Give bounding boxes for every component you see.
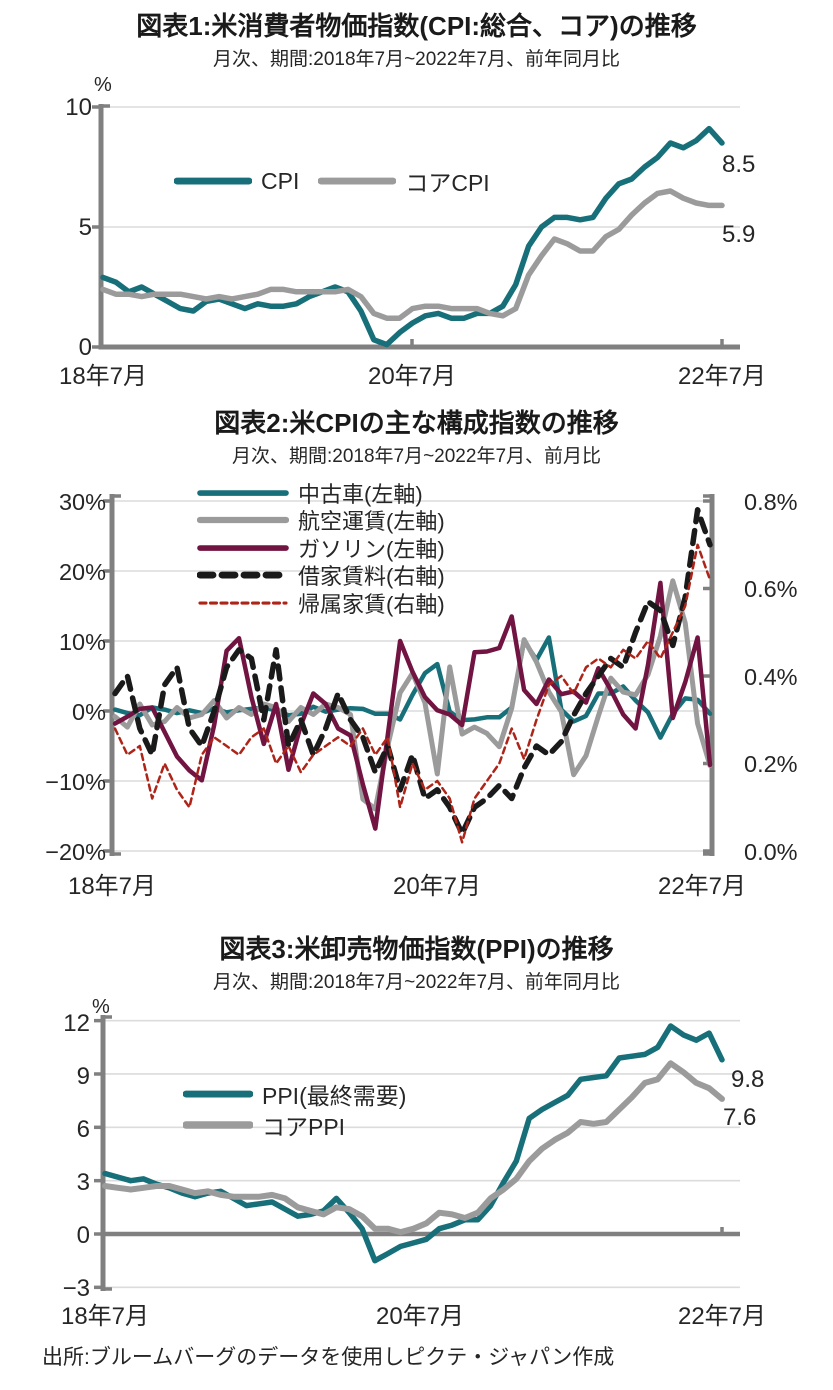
figure3-legend: PPI(最終需要) コアPPI [183, 1078, 406, 1140]
figure2-right-tick-label: 0.0% [744, 839, 798, 865]
figure2-x-tick-label: 18年7月 [67, 873, 157, 900]
figure1-end-label-cpi: 8.5 [722, 151, 756, 178]
figure2-x-tick-label: 22年7月 [657, 873, 747, 900]
figure2-legend-item-airfare: 航空運賃(左軸) [197, 507, 445, 535]
figure1-y-tick-label: 5 [78, 214, 92, 241]
figure2-left-tick-label: −20% [45, 839, 106, 865]
legend-label-used-cars: 中古車(左軸) [298, 481, 423, 507]
figure3-title: 図表3:米卸売物価指数(PPI)の推移 [219, 934, 614, 964]
figure3-legend-item-ppi: PPI(最終需要) [183, 1078, 406, 1109]
figure2-right-tick-label: 0.4% [744, 664, 798, 690]
figure2-legend: 中古車(左軸) 航空運賃(左軸) ガソリン(左軸) 借家賃料(右軸) 帰属家賃(… [197, 479, 445, 617]
legend-swatch-cpi [174, 177, 252, 185]
figure2-left-tick-label: 30% [58, 489, 106, 515]
figure3-y-tick-label: 6 [76, 1116, 90, 1143]
figure1-y-tick-label: 0 [78, 334, 92, 361]
figure2-right-tick-label: 0.2% [744, 751, 798, 777]
figure3-end-label-core-ppi: 7.6 [723, 1104, 757, 1131]
figure2-legend-item-gasoline: ガソリン(左軸) [197, 534, 445, 562]
figure1-y-tick-label: 10 [65, 94, 92, 121]
figure2-legend-item-owners-equivalent-rent: 帰属家賃(右軸) [197, 589, 445, 617]
legend-label-core-ppi: コアPPI [262, 1113, 346, 1140]
figure1-title: 図表1:米消費者物価指数(CPI:総合、コア)の推移 [136, 11, 697, 41]
legend-label-cpi: CPI [261, 167, 300, 194]
figure2-x-tick-label: 20年7月 [392, 873, 482, 900]
figure2-subtitle: 月次、期間:2018年7月~2022年7月、前月比 [231, 446, 602, 467]
figure1-subtitle: 月次、期間:2018年7月~2022年7月、前年同月比 [212, 49, 621, 70]
figure1-y-axis-unit: % [94, 74, 112, 96]
figure3-y-tick-label: 9 [76, 1063, 90, 1090]
legend-label-gasoline: ガソリン(左軸) [298, 536, 445, 562]
legend-swatch-owners-equivalent-rent [198, 601, 288, 605]
figure3-subtitle: 月次、期間:2018年7月~2022年7月、前年同月比 [212, 972, 621, 993]
figure3-y-axis-unit: % [92, 996, 110, 1018]
legend-swatch-ppi [183, 1090, 253, 1097]
figure2-left-tick-label: 20% [58, 559, 106, 585]
figure3-y-tick-label: 12 [63, 1010, 90, 1037]
figure2-right-tick-label: 0.8% [744, 489, 798, 515]
figure3-x-tick-label: 18年7月 [60, 1303, 150, 1330]
legend-swatch-rent [197, 571, 289, 579]
figure2-left-tick-label: −10% [45, 769, 106, 795]
figure3-x-tick-label: 20年7月 [375, 1303, 465, 1330]
legend-swatch-gasoline [197, 544, 289, 551]
figure2-right-tick-label: 0.6% [744, 576, 798, 602]
legend-swatch-core-ppi [183, 1120, 253, 1129]
figure2-legend-item-rent: 借家賃料(右軸) [197, 562, 445, 590]
legend-label-rent: 借家賃料(右軸) [298, 564, 445, 590]
figure3-y-tick-label: −3 [62, 1275, 90, 1302]
legend-swatch-core-cpi [318, 177, 397, 185]
legend-swatch-airfare [197, 517, 289, 524]
figure2-left-tick-label: 10% [58, 629, 106, 655]
figure3-legend-item-core-ppi: コアPPI [183, 1109, 406, 1140]
figure3-y-tick-label: 3 [76, 1169, 90, 1196]
legend-label-airfare: 航空運賃(左軸) [298, 509, 445, 535]
figure3-x-tick-label: 22年7月 [677, 1303, 767, 1330]
figure1-x-tick-label: 22年7月 [677, 363, 767, 390]
legend-label-owners-equivalent-rent: 帰属家賃(右軸) [298, 591, 445, 617]
figure1-legend: CPI コアCPI [174, 164, 490, 198]
legend-label-core-cpi: コアCPI [405, 170, 490, 196]
figure2-title: 図表2:米CPIの主な構成指数の推移 [214, 408, 619, 438]
legend-swatch-used-cars [197, 489, 289, 496]
figure2-legend-item-used-cars: 中古車(左軸) [197, 479, 445, 507]
figure2-left-tick-label: 0% [72, 699, 106, 725]
figure1-x-tick-label: 20年7月 [367, 363, 457, 390]
figure3-end-label-ppi: 9.8 [731, 1066, 765, 1093]
figure3-y-tick-label: 0 [76, 1222, 90, 1249]
figure1-x-tick-label: 18年7月 [58, 363, 148, 390]
figure1-end-label-core-cpi: 5.9 [722, 221, 756, 248]
legend-label-ppi: PPI(最終需要) [262, 1082, 407, 1109]
source-note: 出所:ブルームバーグのデータを使用しピクテ・ジャパン作成 [42, 1346, 615, 1369]
